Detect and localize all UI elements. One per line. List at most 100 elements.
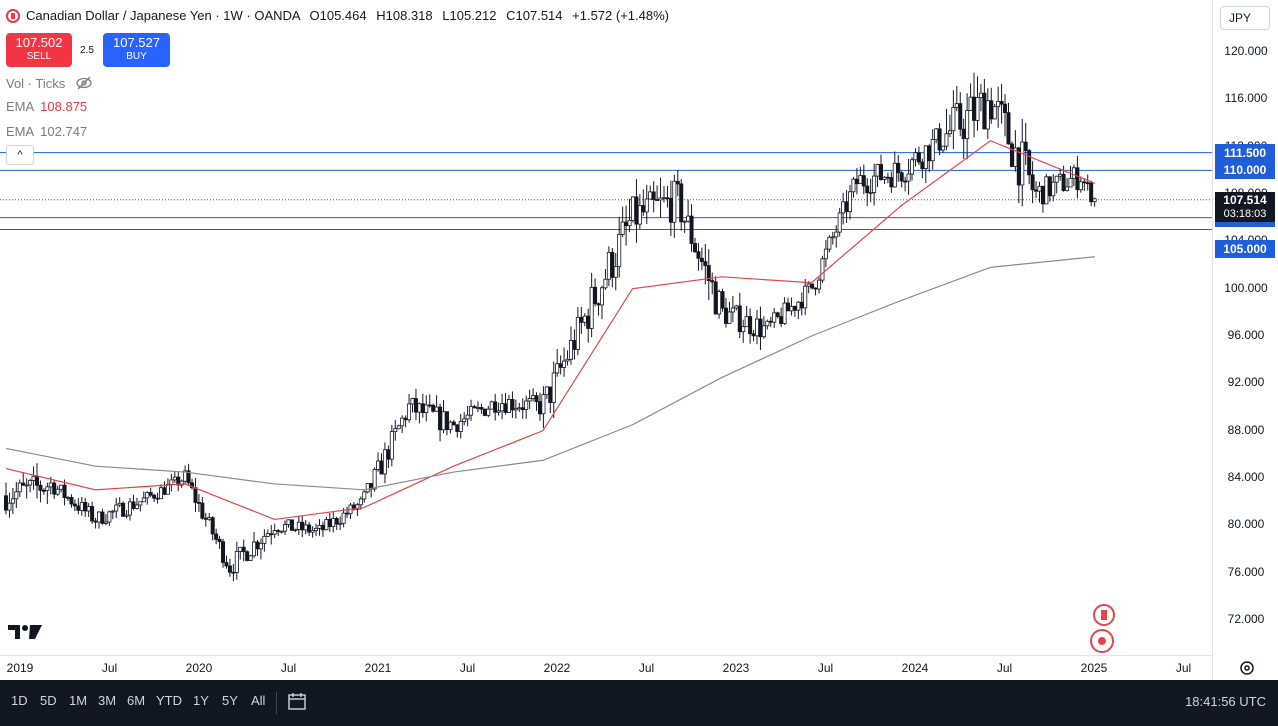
calendar-icon[interactable] bbox=[287, 691, 307, 711]
candle-body bbox=[103, 521, 108, 524]
candle-body bbox=[689, 215, 694, 244]
candle-body bbox=[713, 281, 718, 315]
candle-body bbox=[1085, 182, 1090, 185]
candle-body bbox=[338, 522, 343, 525]
range-button-5y[interactable]: 5Y bbox=[222, 693, 238, 708]
ema-line-fast bbox=[5, 140, 1096, 521]
volume-indicator-label[interactable]: Vol · Ticks bbox=[6, 76, 66, 91]
candle-body bbox=[848, 191, 853, 213]
high-label: H bbox=[376, 8, 386, 23]
ema-fast-row[interactable]: EMA 108.875 bbox=[6, 99, 87, 114]
candle-body bbox=[741, 326, 746, 333]
candle-body bbox=[128, 501, 133, 516]
candle-body bbox=[813, 287, 818, 290]
candle-body bbox=[134, 504, 139, 509]
candle-body bbox=[500, 403, 505, 412]
range-button-1y[interactable]: 1Y bbox=[193, 693, 209, 708]
buy-button[interactable]: 107.527 BUY bbox=[103, 33, 170, 67]
candle-body bbox=[696, 251, 701, 259]
time-axis[interactable]: 2019 Jul 2020 Jul 2021 Jul 2022 Jul 2023 Jul 2024 J… bbox=[0, 655, 1212, 680]
level-price-label[interactable]: 111.500 bbox=[1215, 143, 1275, 162]
candle-body bbox=[672, 180, 677, 223]
time-tick-label: Jul bbox=[459, 661, 476, 675]
price-tick-label: 100.000 bbox=[1224, 280, 1268, 295]
hidden-eye-icon[interactable] bbox=[76, 76, 92, 90]
candle-body bbox=[761, 325, 766, 338]
candle-body bbox=[52, 482, 57, 495]
candle-body bbox=[899, 172, 904, 182]
candle-body bbox=[810, 283, 815, 289]
candle-body bbox=[1027, 150, 1032, 176]
candle-body bbox=[362, 491, 367, 500]
ema-slow-row[interactable]: EMA 102.747 bbox=[6, 124, 87, 139]
candle-body bbox=[217, 538, 222, 543]
candle-body bbox=[872, 175, 877, 193]
sell-price: 107.502 bbox=[15, 35, 63, 50]
candle-body bbox=[320, 524, 325, 531]
candle-body bbox=[975, 97, 980, 121]
tradingview-logo bbox=[8, 625, 42, 639]
candle-body bbox=[524, 400, 529, 410]
candle-body bbox=[875, 164, 880, 177]
range-button-5d[interactable]: 5D bbox=[40, 693, 57, 708]
candle-body bbox=[207, 517, 212, 520]
candle-body bbox=[575, 316, 580, 350]
candle-body bbox=[203, 517, 208, 520]
candle-body bbox=[989, 100, 994, 120]
candle-body bbox=[35, 475, 40, 486]
utc-clock[interactable]: 18:41:56 UTC bbox=[1185, 694, 1266, 709]
range-button-ytd[interactable]: YTD bbox=[156, 693, 182, 708]
collapse-legend-button[interactable]: ^ bbox=[6, 145, 34, 165]
buy-price: 107.527 bbox=[113, 35, 160, 50]
range-button-1m[interactable]: 1M bbox=[69, 693, 88, 708]
candle-body bbox=[458, 421, 463, 432]
candle-body bbox=[224, 562, 229, 567]
japan-flag-icon[interactable] bbox=[1090, 629, 1114, 653]
candle-body bbox=[717, 291, 722, 315]
candle-body bbox=[310, 530, 315, 533]
candle-body bbox=[978, 92, 983, 98]
candle-body bbox=[906, 173, 911, 182]
candle-body bbox=[241, 546, 246, 553]
candle-body bbox=[389, 431, 394, 460]
close-label: C bbox=[506, 8, 516, 23]
candle-body bbox=[682, 220, 687, 223]
candle-body bbox=[162, 487, 167, 495]
sell-button[interactable]: 107.502 SELL bbox=[6, 33, 72, 67]
ema-line-slow bbox=[5, 256, 1095, 491]
candle-body bbox=[379, 460, 384, 475]
level-price-label[interactable]: 110.000 bbox=[1215, 161, 1275, 180]
chart-area[interactable] bbox=[0, 0, 1212, 655]
candle-body bbox=[913, 152, 918, 161]
range-button-3m[interactable]: 3M bbox=[98, 693, 117, 708]
candle-body bbox=[920, 161, 925, 170]
candle-body bbox=[1058, 173, 1063, 177]
level-price-label[interactable]: 105.000 bbox=[1215, 239, 1275, 258]
candle-body bbox=[1009, 143, 1014, 167]
symbol-title: Canadian Dollar / Japanese Yen · 1W · OA… bbox=[26, 8, 300, 23]
price-chart[interactable] bbox=[0, 0, 1212, 655]
candle-body bbox=[393, 428, 398, 433]
candle-body bbox=[331, 518, 336, 528]
candle-body bbox=[48, 482, 53, 488]
canada-flag-icon[interactable] bbox=[1093, 604, 1115, 626]
candle-body bbox=[896, 162, 901, 174]
gear-icon[interactable] bbox=[1238, 659, 1256, 677]
bottom-toolbar: 1D 5D 1M 3M 6M YTD 1Y 5Y All 18:41:56 UTC bbox=[0, 680, 1278, 726]
price-axis[interactable]: 120.000116.000112.000108.000104.000100.0… bbox=[1212, 0, 1278, 680]
candle-body bbox=[534, 395, 539, 403]
candle-body bbox=[265, 533, 270, 537]
candle-body bbox=[245, 551, 250, 561]
candle-body bbox=[444, 411, 449, 430]
candle-body bbox=[382, 449, 387, 475]
range-button-1d[interactable]: 1D bbox=[11, 693, 28, 708]
candle-body bbox=[496, 410, 501, 413]
range-button-6m[interactable]: 6M bbox=[127, 693, 146, 708]
range-button-all[interactable]: All bbox=[251, 693, 266, 708]
candle-body bbox=[734, 305, 739, 309]
candle-body bbox=[786, 302, 791, 312]
time-tick-label: 2022 bbox=[543, 661, 571, 675]
candle-body bbox=[703, 261, 708, 267]
currency-select[interactable]: JPY bbox=[1220, 6, 1270, 30]
candle-body bbox=[706, 265, 711, 281]
